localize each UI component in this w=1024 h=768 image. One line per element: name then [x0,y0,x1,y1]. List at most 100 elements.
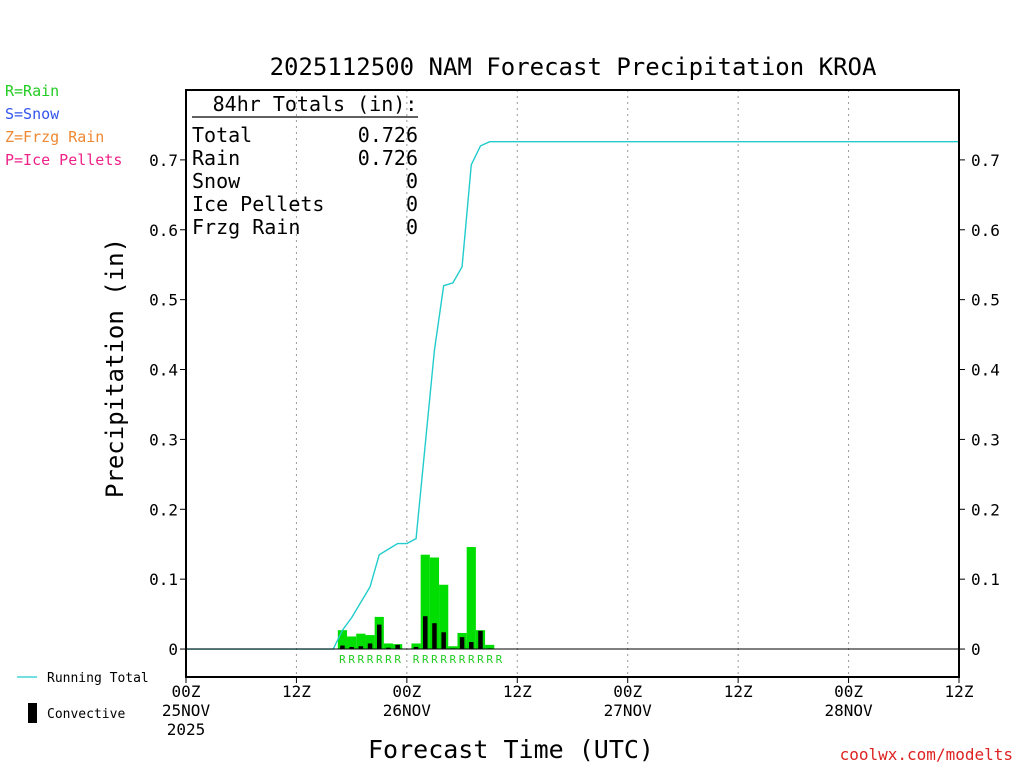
totals-row-label: Frzg Rain [192,215,300,239]
x-tick-label: 12Z [282,682,311,701]
rain-bar [383,643,394,650]
y-tick-label-left: 0.7 [149,151,178,170]
running-total-line [186,141,959,650]
y-tick-label-right: 0.1 [971,570,1000,589]
convective-bar [413,646,419,650]
convective-bar [367,643,373,650]
convective-bar [340,645,345,650]
convective-bar [469,642,474,650]
x-tick-label: 26NOV [383,701,432,720]
grid-lines [295,90,850,677]
rain-bar [429,557,440,650]
totals-row-value: 0 [406,192,418,216]
totals-row-value: 0.726 [358,123,418,147]
ptype-marker: R [376,653,383,666]
convective-bar [377,624,382,650]
ptype-legend-item: Z=Frzg Rain [5,128,104,146]
totals-box: 84hr Totals (in): Total 0.726 Rain 0.726 Sno… [192,92,418,239]
y-tick-label-left: 0.1 [149,570,178,589]
x-tick-label: 12Z [724,682,753,701]
ptype-marker: R [367,653,374,666]
series-legend: Running Total Convective [17,671,149,723]
x-tick-label: 12Z [503,682,532,701]
ptype-legend: R=Rain S=Snow Z=Frzg Rain P=Ice Pellets [5,82,122,169]
y-tick-label-left: 0.6 [149,221,178,240]
totals-header: 84hr Totals (in): [213,92,418,116]
y-tick-label-right: 0 [971,640,981,659]
convective-bar [395,644,400,650]
totals-row-value: 0 [406,169,418,193]
convective-bar [478,630,483,650]
x-tick-label: 00Z [834,682,863,701]
ptype-legend-item: P=Ice Pellets [5,151,122,169]
x-tick-label: 00Z [392,682,421,701]
convective-bar [432,623,437,650]
ptype-marker: R [440,653,447,666]
x-tick-label: 28NOV [824,701,873,720]
ptype-legend-item: S=Snow [5,105,60,123]
ptype-marker: R [358,653,365,666]
rain-bar [439,584,449,650]
totals-row-label: Rain [192,146,240,170]
chart-title: 2025112500 NAM Forecast Precipitation KR… [270,53,877,81]
x-tick-label: 27NOV [604,701,653,720]
y-tick-label-left: 0.2 [149,500,178,519]
ptype-marker: R [468,653,475,666]
ptype-marker: R [422,653,429,666]
convective-bar [349,646,354,650]
running-total-legend-label: Running Total [47,671,149,686]
x-tick-label: 12Z [945,682,974,701]
ptype-marker: R [385,653,392,666]
ptype-marker: R [450,653,457,666]
ptype-marker: R [486,653,493,666]
totals-row-label: Total [192,123,252,147]
y-tick-label-right: 0.6 [971,221,1000,240]
totals-row-label: Ice Pellets [192,192,324,216]
y-tick-label-right: 0.5 [971,291,1000,310]
y-tick-label-right: 0.2 [971,500,1000,519]
x-tick-label: 25NOV [162,701,211,720]
convective-bar [423,616,428,650]
ptype-marker: R [431,653,438,666]
rain-bar [411,643,421,650]
x-tick-label: 2025 [167,720,206,739]
x-tick-label: 00Z [172,682,201,701]
totals-row-value: 0 [406,215,418,239]
convective-bar [358,646,364,650]
rain-bar [356,633,366,650]
credit-link[interactable]: coolwx.com/modelts [840,745,1013,764]
convective-legend-swatch [28,703,37,723]
ptype-marker: R [459,653,466,666]
ptype-marker: R [394,653,401,666]
x-tick-label: 00Z [613,682,642,701]
ptype-marker: R [348,653,355,666]
y-tick-label-left: 0.3 [149,430,178,449]
y-tick-label-right: 0.4 [971,361,1000,380]
y-axis-label: Precipitation (in) [101,238,129,498]
ptype-legend-item: R=Rain [5,82,59,100]
totals-row-value: 0.726 [358,146,418,170]
x-axis-label: Forecast Time (UTC) [368,735,654,764]
rain-bar [420,554,430,650]
ptype-marker: R [477,653,484,666]
rain-bar [485,644,495,650]
rain-bar [337,630,348,650]
rain-bar [448,646,458,650]
plot-frame [185,89,960,678]
convective-bar [459,637,465,650]
y-tick-label-left: 0.4 [149,361,178,380]
ptype-marker: R [413,653,420,666]
convective-bar [386,647,391,650]
y-tick-label-right: 0.3 [971,430,1000,449]
totals-row-label: Snow [192,169,241,193]
ptype-marker: R [496,653,503,666]
convective-legend-label: Convective [47,707,125,722]
ptype-marker: R [339,653,346,666]
rain-bar [365,635,375,650]
rain-bar [347,636,357,650]
totals-rows: Total 0.726 Rain 0.726 Snow 0 Ice Pellets 0 Frzg… [192,123,418,239]
y-tick-label-right: 0.7 [971,151,1000,170]
